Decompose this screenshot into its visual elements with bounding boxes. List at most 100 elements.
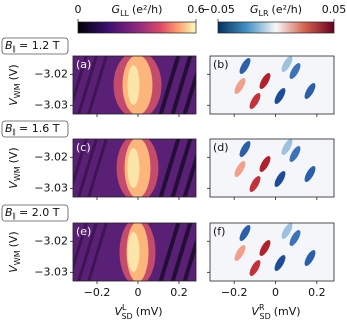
panel-frame	[209, 222, 335, 282]
colorbar-tick-label: 0	[75, 3, 82, 16]
label-subscript: SD	[260, 312, 271, 321]
heatmap-feature	[182, 69, 196, 114]
label-subscript: ∥	[13, 212, 17, 220]
label-symbol: V	[114, 305, 123, 318]
panel-label: (f)	[213, 225, 225, 238]
panel-label: (e)	[76, 225, 91, 238]
heatmap-feature	[234, 245, 246, 261]
heatmap-body	[210, 223, 334, 281]
colorbar-tick-label: 0.05	[322, 3, 347, 16]
y-tick-label: −3.02	[34, 234, 68, 247]
panel-frame	[72, 222, 197, 282]
field-label-box	[1, 37, 69, 55]
y-tick-label: −3.03	[34, 265, 68, 278]
label-unit: (mV)	[274, 305, 301, 318]
x-tick-label: −0.2	[84, 286, 111, 299]
heatmap-feature	[87, 223, 108, 281]
label-subscript: WM	[13, 250, 22, 265]
heatmap-feature	[77, 223, 98, 281]
heatmap-feature	[281, 139, 293, 155]
heatmap-feature	[249, 176, 261, 192]
colorbar	[77, 21, 197, 34]
y-tick-label: −3.02	[34, 150, 68, 163]
field-label: B∥ = 1.6 T	[5, 122, 60, 136]
x-tick-label: 0.2	[308, 286, 326, 299]
y-tick-label: −3.02	[34, 67, 68, 80]
heatmap: (e)	[72, 222, 197, 282]
panel-frame	[209, 138, 335, 198]
heatmap: (f)	[209, 222, 335, 282]
colorbar-label: GLL (e²/h)	[112, 3, 163, 18]
label-subscript: WM	[13, 166, 22, 181]
heatmap-feature	[158, 139, 181, 197]
heatmap-body	[210, 139, 334, 197]
heatmap-feature	[127, 65, 140, 105]
panel-label: (a)	[76, 58, 91, 71]
heatmap-feature	[274, 171, 286, 187]
y-tick-label: −3.03	[34, 98, 68, 111]
heatmap-feature	[259, 156, 271, 172]
heatmap-feature	[170, 56, 193, 114]
heatmap-feature	[249, 260, 261, 276]
heatmap-feature	[127, 148, 140, 188]
heatmap-feature	[281, 223, 293, 239]
label-subscript: ∥	[13, 45, 17, 53]
label-symbol: V	[7, 97, 20, 106]
heatmap: (c)	[72, 138, 197, 198]
label-symbol: V	[7, 264, 20, 273]
heatmap-feature	[182, 236, 196, 281]
heatmap-feature	[127, 232, 140, 272]
label-symbol: V	[7, 180, 20, 189]
label-unit: (V)	[7, 147, 20, 163]
y-tick-label: −3.03	[34, 181, 68, 194]
panel-label: (b)	[213, 58, 229, 71]
x-tick-label: −0.2	[221, 286, 248, 299]
label-symbol: B	[5, 206, 13, 219]
panel-label: (d)	[213, 141, 229, 154]
y-axis-label: VWM (V)	[7, 64, 22, 105]
heatmap-feature	[281, 56, 293, 72]
heatmap-feature	[87, 56, 108, 114]
heatmap-feature	[73, 223, 88, 273]
y-axis-label: VWM (V)	[7, 147, 22, 188]
label-superscript: L	[122, 303, 127, 312]
label-unit: = 1.6 T	[19, 122, 60, 135]
heatmap-body	[73, 223, 196, 281]
heatmap-feature	[259, 73, 271, 89]
heatmap-feature	[239, 225, 251, 241]
label-unit: (V)	[7, 64, 20, 80]
label-subscript: LL	[120, 9, 129, 18]
heatmap-body	[73, 139, 196, 197]
heatmap-feature	[289, 146, 301, 162]
label-symbol: B	[5, 39, 13, 52]
heatmap-feature	[158, 56, 181, 114]
heatmap-feature	[239, 141, 251, 157]
x-tick-label: 0	[134, 286, 141, 299]
label-superscript: R	[259, 303, 265, 312]
label-subscript: LR	[259, 9, 269, 18]
label-symbol: V	[251, 305, 260, 318]
x-axis-label: VR SD (mV)	[251, 303, 300, 321]
x-axis-label: VL SD (mV)	[114, 303, 162, 321]
label-unit: (e²/h)	[272, 3, 302, 16]
heatmap-body	[210, 56, 334, 114]
label-unit: (e²/h)	[132, 3, 162, 16]
panel-frame	[209, 55, 335, 115]
colorbar	[217, 21, 335, 34]
heatmap-feature	[304, 166, 316, 182]
heatmap-feature	[77, 56, 98, 114]
colorbar-tick-label: 0.6	[187, 3, 205, 16]
label-unit: = 2.0 T	[19, 206, 60, 219]
heatmap: (b)	[209, 55, 335, 115]
heatmap-feature	[259, 240, 271, 256]
label-unit: (V)	[7, 231, 20, 247]
heatmap-body	[73, 56, 196, 114]
heatmap-feature	[274, 88, 286, 104]
label-unit: (mV)	[136, 305, 163, 318]
field-label: B∥ = 1.2 T	[5, 39, 60, 53]
heatmap-feature	[158, 223, 181, 281]
heatmap-feature	[77, 139, 98, 197]
heatmap-feature	[304, 83, 316, 99]
label-symbol: G	[112, 3, 121, 16]
